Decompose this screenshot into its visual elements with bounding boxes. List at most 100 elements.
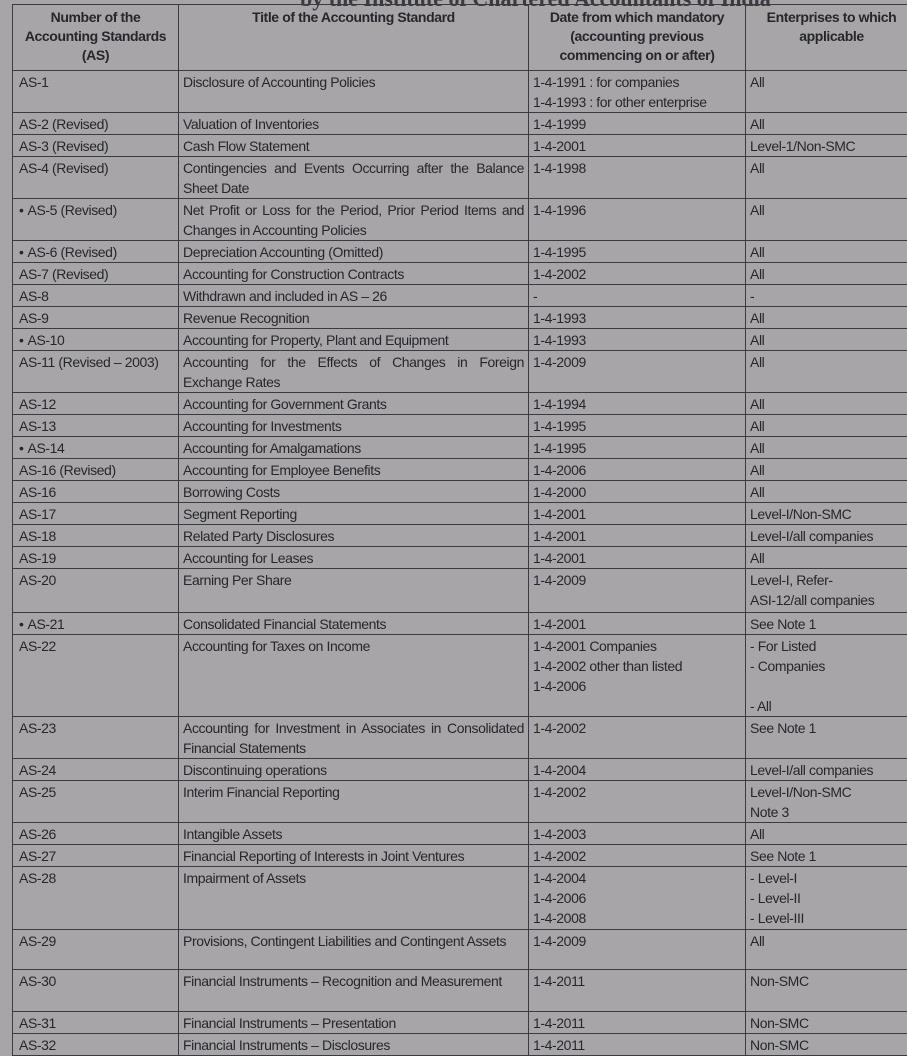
table-row: AS-4 (Revised)Contingencies and Events O…: [13, 157, 907, 199]
mandatory-date-cell: 1-4-2002: [529, 717, 746, 759]
mandatory-date-cell: 1-4-1995: [529, 415, 746, 437]
header-date: Date from which mandatory (accounting pr…: [529, 5, 746, 71]
header-title: Title of the Accounting Standard: [179, 5, 529, 71]
applicable-to-cell: All: [746, 823, 907, 845]
standard-title-cell: Depreciation Accounting (Omitted): [179, 241, 529, 263]
mandatory-date: -: [533, 288, 537, 304]
as-number-cell: AS-1: [13, 71, 179, 113]
standard-title: Accounting for Employee Benefits: [183, 462, 380, 478]
as-number: AS-32: [19, 1037, 56, 1053]
as-number: AS-12: [19, 396, 56, 412]
applicable-to: Level-I, Refer- ASI-12/all companies: [750, 572, 874, 608]
mandatory-date-cell: 1-4-2004: [529, 759, 746, 781]
as-number: AS-17: [19, 506, 56, 522]
standard-title-cell: Accounting for Employee Benefits: [179, 459, 529, 481]
as-number-cell: AS-7 (Revised): [13, 263, 179, 285]
mandatory-date-cell: 1-4-1995: [529, 437, 746, 459]
applicable-to: -: [750, 288, 754, 304]
standard-title-cell: Disclosure of Accounting Policies: [179, 71, 529, 113]
as-number-cell: AS-4 (Revised): [13, 157, 179, 199]
standard-title: Accounting for Property, Plant and Equip…: [183, 332, 448, 348]
mandatory-date-cell: 1-4-1999: [529, 113, 746, 135]
mandatory-date: 1-4-2004: [533, 762, 586, 778]
applicable-to-cell: All: [746, 459, 907, 481]
applicable-to: See Note 1: [750, 720, 816, 736]
as-number: AS-26: [19, 826, 56, 842]
as-number-cell: AS-23: [13, 717, 179, 759]
as-number: AS-14: [28, 440, 65, 456]
as-number: AS-29: [19, 933, 56, 949]
mandatory-date: 1-4-2006: [533, 462, 586, 478]
applicable-to: See Note 1: [750, 616, 816, 632]
mandatory-date-cell: 1-4-2000: [529, 481, 746, 503]
standard-title-cell: Provisions, Contingent Liabilities and C…: [179, 930, 529, 970]
as-number-cell: AS-19: [13, 547, 179, 569]
mandatory-date: 1-4-1993: [533, 310, 586, 326]
table-row: AS-11 (Revised – 2003)Accounting for the…: [13, 351, 907, 393]
as-number: AS-28: [19, 870, 56, 886]
as-number: AS-20: [19, 572, 56, 588]
as-number: AS-19: [19, 550, 56, 566]
mandatory-date: 1-4-2001: [533, 616, 586, 632]
standard-title-cell: Segment Reporting: [179, 503, 529, 525]
mandatory-date-cell: 1-4-2011: [529, 1034, 746, 1056]
standard-title-cell: Revenue Recognition: [179, 307, 529, 329]
as-number-cell: •AS-6 (Revised): [13, 241, 179, 263]
applicable-to-cell: All: [746, 351, 907, 393]
mandatory-date-cell: 1-4-2006: [529, 459, 746, 481]
standard-title-cell: Net Profit or Loss for the Period, Prior…: [179, 199, 529, 241]
table-row: AS-29 Provisions, Contingent Liabilities …: [13, 930, 907, 970]
as-number-cell: AS-2 (Revised): [13, 113, 179, 135]
bullet-icon: •: [19, 332, 24, 348]
standard-title: Cash Flow Statement: [183, 138, 309, 154]
as-number: AS-22: [19, 638, 56, 654]
as-number: AS-2 (Revised): [19, 116, 108, 132]
mandatory-date: 1-4-2001 Companies 1-4-2002 other than l…: [533, 638, 682, 694]
bullet-icon: •: [19, 616, 24, 632]
standard-title: Financial Instruments – Disclosures: [183, 1037, 390, 1053]
applicable-to-cell: All: [746, 71, 907, 113]
applicable-to-cell: All: [746, 199, 907, 241]
applicable-to-cell: All: [746, 113, 907, 135]
mandatory-date: 1-4-2001: [533, 550, 586, 566]
as-number-cell: •AS-10: [13, 329, 179, 351]
applicable-to-cell: Level-I/all companies: [746, 759, 907, 781]
as-number: AS-18: [19, 528, 56, 544]
as-number-cell: AS-22: [13, 635, 179, 717]
standard-title: Consolidated Financial Statements: [183, 616, 386, 632]
standard-title-cell: Accounting for Leases: [179, 547, 529, 569]
applicable-to: Level-I/Non-SMC Note 3: [750, 784, 851, 820]
mandatory-date-cell: 1-4-2004 1-4-2006 1-4-2008: [529, 867, 746, 930]
applicable-to: Level-I/Non-SMC: [750, 506, 851, 522]
mandatory-date: 1-4-1995: [533, 418, 586, 434]
standard-title: Depreciation Accounting (Omitted): [183, 244, 383, 260]
as-number-cell: AS-29: [13, 930, 179, 970]
mandatory-date: 1-4-1995: [533, 244, 586, 260]
applicable-to-cell: All: [746, 930, 907, 970]
standard-title-cell: Interim Financial Reporting: [179, 781, 529, 823]
standard-title: Impairment of Assets: [183, 870, 306, 886]
applicable-to: All: [750, 484, 764, 500]
standard-title: Contingencies and Events Occurring after…: [183, 160, 524, 196]
as-number: AS-21: [28, 616, 65, 632]
mandatory-date: 1-4-1996: [533, 202, 586, 218]
standard-title: Withdrawn and included in AS – 26: [183, 288, 387, 304]
as-number: AS-9: [19, 310, 49, 326]
applicable-to: Level-I/all companies: [750, 528, 873, 544]
applicable-to-cell: - For Listed - Companies - All: [746, 635, 907, 717]
as-number-cell: AS-26: [13, 823, 179, 845]
applicable-to-cell: See Note 1: [746, 717, 907, 759]
mandatory-date-cell: 1-4-1995: [529, 241, 746, 263]
standard-title: Intangible Assets: [183, 826, 282, 842]
standard-title: Accounting for Amalgamations: [183, 440, 361, 456]
as-number-cell: AS-3 (Revised): [13, 135, 179, 157]
standard-title: Accounting for Taxes on Income: [183, 638, 370, 654]
